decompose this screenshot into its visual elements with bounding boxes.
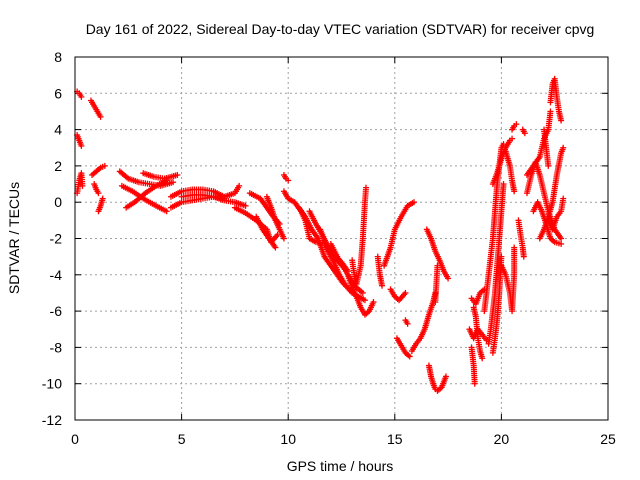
y-tick-label: 8 (54, 49, 62, 65)
y-axis-title: SDTVAR / TECUs (6, 182, 22, 294)
data-point (511, 244, 518, 251)
data-points (74, 75, 567, 394)
data-point (101, 162, 108, 169)
data-point (509, 135, 516, 142)
data-point (280, 235, 287, 242)
data-point (402, 289, 409, 296)
y-tick-label: -4 (50, 267, 63, 283)
data-point (521, 130, 528, 137)
data-point (513, 121, 520, 128)
data-point (95, 190, 102, 197)
data-point (558, 240, 565, 247)
data-point (558, 235, 565, 242)
data-point (97, 113, 104, 120)
data-point (560, 195, 567, 202)
data-point (445, 275, 452, 282)
data-point (498, 253, 505, 260)
data-point (272, 244, 279, 251)
data-point (558, 117, 565, 124)
data-point (442, 373, 449, 380)
data-point (545, 162, 552, 169)
data-point (471, 380, 478, 387)
data-point (99, 195, 106, 202)
data-point (479, 355, 486, 362)
data-point (242, 202, 249, 209)
y-tick-label: 4 (54, 122, 62, 138)
tick-marks (74, 56, 609, 421)
data-point (379, 282, 386, 289)
data-point (520, 253, 527, 260)
y-tick-label: -8 (50, 339, 63, 355)
x-tick-label: 5 (178, 431, 186, 447)
data-point (410, 199, 417, 206)
data-point (547, 108, 554, 115)
y-tick-label: -2 (50, 231, 63, 247)
data-point (236, 182, 243, 189)
data-point (170, 179, 177, 186)
data-point (434, 262, 441, 269)
y-tick-label: -6 (50, 303, 63, 319)
data-point (560, 144, 567, 151)
x-tick-label: 25 (600, 431, 616, 447)
data-point (221, 195, 228, 202)
data-point (500, 181, 507, 188)
data-point (174, 171, 181, 178)
y-tick-label: 0 (54, 194, 62, 210)
y-tick-label: 6 (54, 85, 62, 101)
data-point (285, 177, 292, 184)
x-tick-label: 15 (387, 431, 403, 447)
data-point (359, 289, 366, 296)
plot-frame (74, 56, 609, 421)
x-axis-title: GPS time / hours (287, 458, 394, 474)
y-tick-label: -10 (42, 376, 62, 392)
y-tick-label: -12 (42, 412, 62, 428)
data-point (370, 299, 377, 306)
data-point (79, 182, 86, 189)
y-tick-label: 2 (54, 158, 62, 174)
x-tick-label: 0 (71, 431, 79, 447)
data-point (363, 184, 370, 191)
data-point (78, 93, 85, 100)
chart-title: Day 161 of 2022, Sidereal Day-to-day VTE… (86, 21, 595, 37)
data-point (404, 320, 411, 327)
x-tick-label: 20 (494, 431, 510, 447)
data-point (78, 142, 85, 149)
data-point (361, 297, 368, 304)
data-point (163, 208, 170, 215)
data-point (511, 188, 518, 195)
x-tick-label: 10 (280, 431, 296, 447)
data-point (406, 353, 413, 360)
